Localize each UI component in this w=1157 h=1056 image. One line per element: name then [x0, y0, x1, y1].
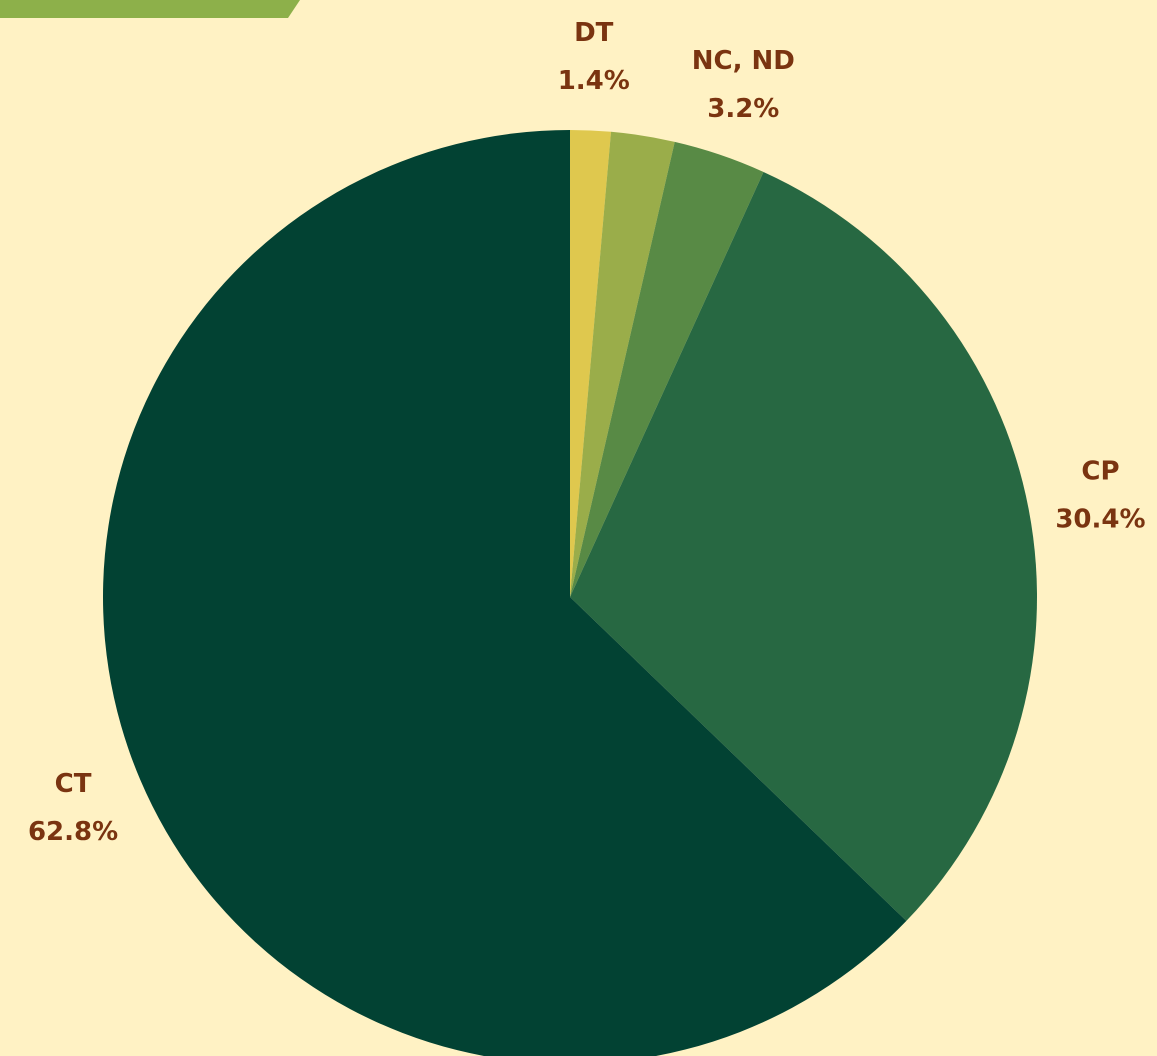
pie-slice	[570, 141, 764, 598]
pie-slice	[570, 131, 675, 597]
slice-value-label: 30.4%	[1055, 504, 1145, 534]
slice-label: CP	[1081, 456, 1119, 486]
slice-value-label: 3.2%	[707, 94, 779, 124]
slice-value-label: 62.8%	[28, 817, 118, 847]
slice-label: NC, ND	[692, 46, 795, 76]
pie-slice	[102, 130, 907, 1056]
slice-label: CT	[55, 769, 92, 799]
pie-slice	[570, 171, 1037, 921]
pie-slice	[570, 130, 612, 597]
slice-label: DT	[574, 18, 614, 48]
slice-value-label: 1.4%	[558, 66, 630, 96]
header-bar	[0, 0, 300, 18]
